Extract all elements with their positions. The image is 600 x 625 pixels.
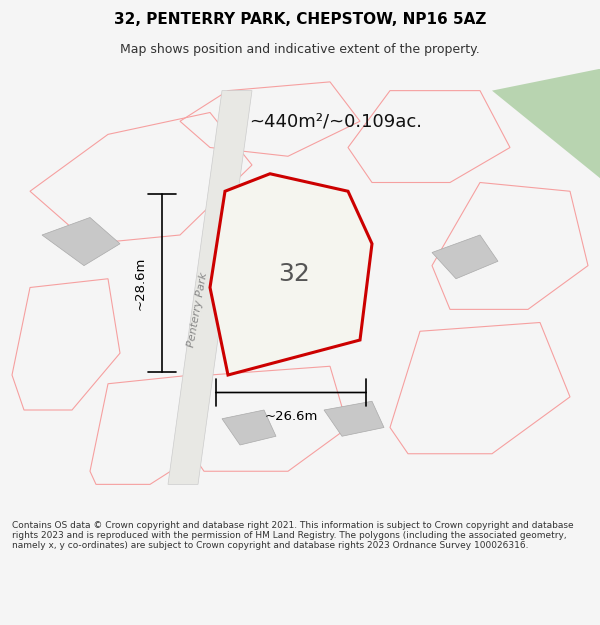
Text: ~26.6m: ~26.6m [265,410,317,423]
Text: 32: 32 [278,262,310,286]
Text: 32, PENTERRY PARK, CHEPSTOW, NP16 5AZ: 32, PENTERRY PARK, CHEPSTOW, NP16 5AZ [114,12,486,27]
Polygon shape [210,174,372,375]
Text: ~28.6m: ~28.6m [134,256,147,310]
Polygon shape [42,217,120,266]
Text: Penterry Park: Penterry Park [187,271,209,348]
Polygon shape [168,91,252,484]
Text: Contains OS data © Crown copyright and database right 2021. This information is : Contains OS data © Crown copyright and d… [12,521,574,550]
Polygon shape [324,401,384,436]
Polygon shape [222,410,276,445]
Polygon shape [252,279,348,340]
Polygon shape [492,69,600,178]
Text: ~440m²/~0.109ac.: ~440m²/~0.109ac. [250,112,422,130]
Polygon shape [432,235,498,279]
Text: Map shows position and indicative extent of the property.: Map shows position and indicative extent… [120,43,480,56]
